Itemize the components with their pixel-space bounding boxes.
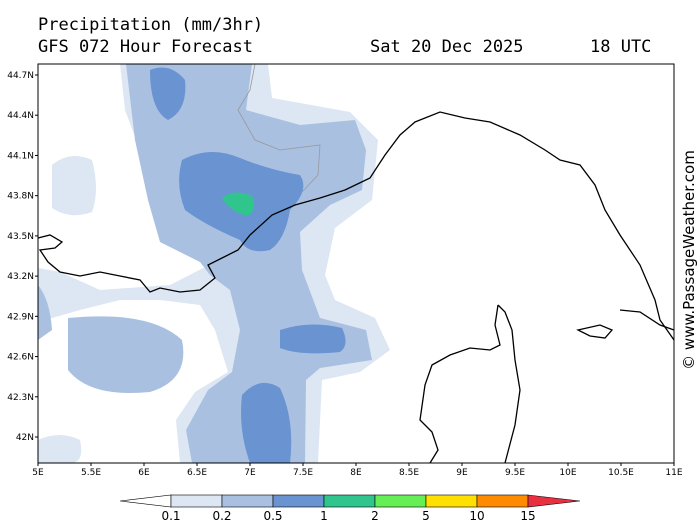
legend-label: 10 bbox=[469, 509, 484, 523]
legend-swatch bbox=[476, 494, 529, 508]
lon-label: 8E bbox=[350, 468, 362, 478]
legend-low-arrow bbox=[119, 494, 172, 508]
lat-label: 42.3N bbox=[7, 393, 34, 403]
lat-label: 44.4N bbox=[7, 111, 34, 121]
legend-label: 0.1 bbox=[161, 509, 180, 523]
lon-label: 10E bbox=[559, 468, 576, 478]
legend-swatch bbox=[425, 494, 478, 508]
legend-label: 0.5 bbox=[263, 509, 282, 523]
legend-label: 0.2 bbox=[212, 509, 231, 523]
lat-label: 42.6N bbox=[7, 353, 34, 363]
legend-high-arrow bbox=[527, 494, 581, 508]
lon-label: 9E bbox=[456, 468, 468, 478]
legend-swatch bbox=[323, 494, 376, 508]
legend-swatch bbox=[221, 494, 274, 508]
title: Precipitation (mm/3hr) bbox=[38, 15, 263, 35]
legend-swatch bbox=[374, 494, 427, 508]
credit: © www.PassageWeather.com bbox=[680, 150, 698, 370]
lon-label: 10.5E bbox=[608, 468, 634, 478]
lon-label: 9.5E bbox=[505, 468, 525, 478]
lon-label: 6E bbox=[138, 468, 150, 478]
date: Sat 20 Dec 2025 bbox=[370, 37, 524, 57]
lat-label: 42N bbox=[16, 433, 34, 443]
lon-label: 11E bbox=[665, 468, 682, 478]
lat-label: 43.8N bbox=[7, 192, 34, 202]
lat-label: 43.2N bbox=[7, 272, 34, 282]
lon-label: 5E bbox=[32, 468, 44, 478]
legend-label: 1 bbox=[320, 509, 328, 523]
precip-field bbox=[38, 64, 390, 463]
lat-label: 43.5N bbox=[7, 232, 34, 242]
lon-label: 7.5E bbox=[293, 468, 313, 478]
legend-label: 2 bbox=[371, 509, 379, 523]
legend-label: 5 bbox=[422, 509, 430, 523]
legend-swatch bbox=[170, 494, 223, 508]
legend-label: 15 bbox=[520, 509, 535, 523]
lon-label: 5.5E bbox=[81, 468, 101, 478]
border bbox=[237, 63, 321, 193]
time: 18 UTC bbox=[590, 37, 651, 57]
lat-label: 42.9N bbox=[7, 312, 34, 322]
lat-label: 44.7N bbox=[7, 71, 34, 81]
lon-label: 8.5E bbox=[399, 468, 419, 478]
lat-label: 44.1N bbox=[7, 151, 34, 161]
coastline bbox=[37, 111, 675, 464]
lon-label: 6.5E bbox=[187, 468, 207, 478]
legend-swatch bbox=[272, 494, 325, 508]
lon-label: 7E bbox=[244, 468, 256, 478]
subtitle: GFS 072 Hour Forecast bbox=[38, 37, 253, 57]
